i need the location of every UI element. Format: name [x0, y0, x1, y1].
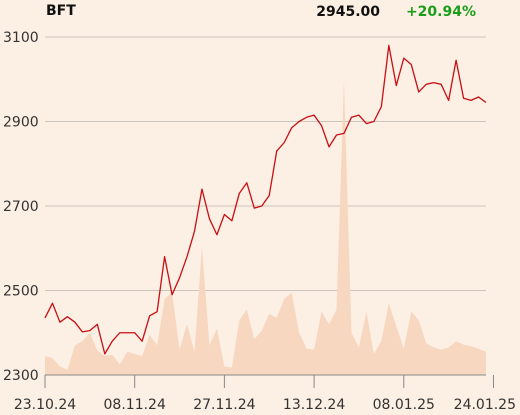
price-layer	[44, 44, 487, 355]
y-tick-label: 2500	[3, 284, 39, 300]
ticker-symbol: BFT	[46, 3, 76, 19]
x-tick-label: 08.01.25	[373, 397, 435, 413]
axis-layer: 2300 2500 2700 2900 3100 23.10.24 08.11.24 27.1…	[3, 30, 516, 413]
header: BFT 2945.00 +20.94%	[46, 3, 476, 20]
x-tick-label: 08.11.24	[104, 397, 166, 413]
y-tick-label: 2700	[3, 199, 39, 215]
volume-area	[45, 81, 486, 376]
price-change: +20.94%	[406, 4, 476, 20]
x-tick-label: 13.12.24	[283, 397, 345, 413]
volume-layer	[45, 81, 486, 376]
x-tick-label: 27.11.24	[193, 397, 255, 413]
current-price: 2945.00	[316, 4, 380, 20]
grid-layer	[45, 36, 486, 291]
y-tick-label: 2900	[3, 115, 39, 131]
x-tick-label: 23.10.24	[14, 397, 76, 413]
x-tick-label: 24.01.25	[454, 397, 516, 413]
y-tick-label: 2300	[3, 368, 39, 384]
y-tick-label: 3100	[3, 30, 39, 46]
price-line	[44, 44, 487, 355]
